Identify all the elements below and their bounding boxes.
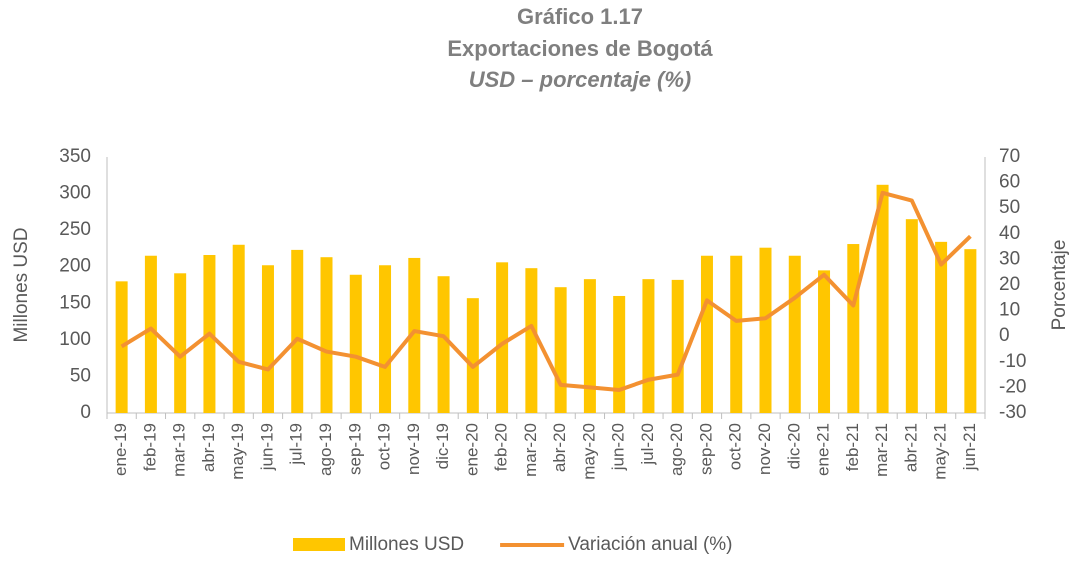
y-tick-label: 50 — [70, 365, 91, 386]
x-tick-label: nov-19 — [404, 423, 423, 475]
x-tick-label: ago-19 — [316, 423, 335, 476]
bar — [642, 279, 655, 413]
x-tick-label: dic-20 — [784, 423, 803, 469]
x-tick-label: abr-21 — [901, 423, 920, 472]
y2-tick-label: -10 — [999, 351, 1026, 372]
x-tick-label: ene-20 — [462, 423, 481, 476]
x-tick-label: sep-20 — [696, 423, 715, 475]
y-axis-label: Millones USD — [11, 227, 32, 342]
y-tick-label: 200 — [59, 256, 91, 277]
bar — [818, 270, 831, 413]
legend-swatch — [293, 538, 345, 551]
y-tick-label: 100 — [59, 329, 91, 350]
bar — [437, 276, 450, 413]
x-tick-label: ene-21 — [814, 423, 833, 476]
bar — [525, 268, 538, 413]
bar — [144, 255, 157, 413]
y2-tick-label: -30 — [999, 402, 1026, 423]
bar — [700, 255, 713, 413]
bar — [349, 274, 362, 413]
bar — [554, 287, 567, 413]
x-tick-label: dic-19 — [433, 423, 452, 469]
bar — [964, 249, 977, 413]
bar — [379, 265, 392, 413]
y-tick-label: 300 — [59, 183, 91, 204]
x-tick-label: abr-19 — [199, 423, 218, 472]
y-tick-label: 0 — [80, 402, 91, 423]
bar — [759, 247, 772, 413]
chart-subtitle: Exportaciones de Bogotá — [447, 36, 713, 61]
x-tick-label: sep-19 — [345, 423, 364, 475]
x-tick-label: ago-20 — [667, 423, 686, 476]
x-tick-label: feb-20 — [492, 423, 511, 471]
chart-title: Gráfico 1.17 — [517, 4, 643, 29]
bar — [496, 262, 509, 413]
bar — [291, 249, 304, 413]
bar — [174, 273, 187, 413]
y2-tick-label: -20 — [999, 376, 1026, 397]
bar — [613, 295, 626, 413]
bar — [466, 298, 479, 413]
bar — [905, 219, 918, 413]
x-tick-label: jun-21 — [960, 423, 979, 471]
x-tick-label: abr-20 — [550, 423, 569, 472]
x-tick-label: may-19 — [228, 423, 247, 480]
y2-tick-label: 10 — [999, 300, 1020, 321]
legend-label: Variación anual (%) — [568, 534, 732, 555]
bar — [847, 244, 860, 413]
y2-tick-label: 40 — [999, 223, 1020, 244]
x-tick-label: mar-20 — [521, 423, 540, 477]
y2-tick-label: 30 — [999, 248, 1020, 269]
x-tick-label: jun-19 — [257, 423, 276, 471]
y-tick-label: 250 — [59, 219, 91, 240]
chart-units: USD – porcentaje (%) — [469, 67, 692, 92]
y2-tick-label: 60 — [999, 172, 1020, 193]
y2-tick-label: 50 — [999, 197, 1020, 218]
bar — [788, 255, 801, 413]
bar — [935, 241, 948, 413]
x-tick-label: may-20 — [579, 423, 598, 480]
x-tick-label: jul-20 — [638, 423, 657, 466]
bar — [730, 255, 743, 413]
x-tick-label: may-21 — [931, 423, 950, 480]
x-tick-label: mar-19 — [170, 423, 189, 477]
x-tick-label: oct-19 — [375, 423, 394, 470]
x-tick-label: oct-20 — [726, 423, 745, 470]
y-tick-label: 150 — [59, 292, 91, 313]
bar — [320, 257, 333, 413]
bar — [115, 281, 128, 413]
x-tick-label: mar-21 — [872, 423, 891, 477]
bar — [583, 279, 596, 413]
y-tick-label: 350 — [59, 146, 91, 167]
x-tick-label: jul-19 — [287, 423, 306, 466]
bar — [671, 279, 684, 413]
y2-tick-label: 70 — [999, 146, 1020, 167]
y2-tick-label: 0 — [999, 325, 1010, 346]
y2-tick-label: 20 — [999, 274, 1020, 295]
x-tick-label: ene-19 — [111, 423, 130, 476]
bar — [261, 265, 274, 413]
line — [120, 190, 972, 392]
bar — [232, 244, 245, 413]
x-tick-label: feb-19 — [140, 423, 159, 471]
x-tick-label: nov-20 — [755, 423, 774, 475]
bar — [876, 184, 889, 413]
legend-label: Millones USD — [349, 534, 464, 555]
y2-axis-label: Porcentaje — [1049, 240, 1070, 331]
x-tick-label: feb-21 — [843, 423, 862, 471]
x-tick-label: jun-20 — [609, 423, 628, 471]
bar — [408, 257, 421, 413]
